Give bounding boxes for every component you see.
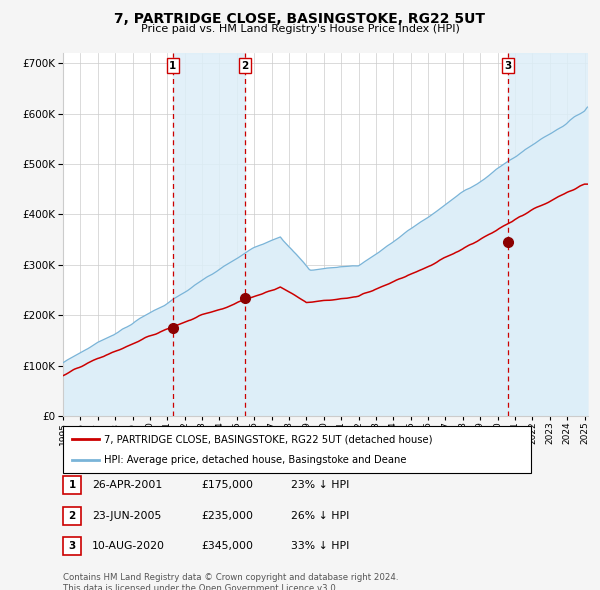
Text: 10-AUG-2020: 10-AUG-2020: [92, 542, 165, 551]
Text: £175,000: £175,000: [201, 480, 253, 490]
Text: 23-JUN-2005: 23-JUN-2005: [92, 511, 161, 520]
Text: Contains HM Land Registry data © Crown copyright and database right 2024.
This d: Contains HM Land Registry data © Crown c…: [63, 573, 398, 590]
Text: 33% ↓ HPI: 33% ↓ HPI: [291, 542, 349, 551]
Text: 3: 3: [505, 61, 512, 71]
Text: 7, PARTRIDGE CLOSE, BASINGSTOKE, RG22 5UT (detached house): 7, PARTRIDGE CLOSE, BASINGSTOKE, RG22 5U…: [104, 434, 432, 444]
Text: 23% ↓ HPI: 23% ↓ HPI: [291, 480, 349, 490]
Text: 1: 1: [68, 480, 76, 490]
Text: 2: 2: [68, 511, 76, 520]
Text: £235,000: £235,000: [201, 511, 253, 520]
Text: 7, PARTRIDGE CLOSE, BASINGSTOKE, RG22 5UT: 7, PARTRIDGE CLOSE, BASINGSTOKE, RG22 5U…: [115, 12, 485, 26]
Text: 3: 3: [68, 542, 76, 551]
Text: Price paid vs. HM Land Registry's House Price Index (HPI): Price paid vs. HM Land Registry's House …: [140, 24, 460, 34]
Text: 26% ↓ HPI: 26% ↓ HPI: [291, 511, 349, 520]
Bar: [173, 53, 245, 416]
Text: HPI: Average price, detached house, Basingstoke and Deane: HPI: Average price, detached house, Basi…: [104, 455, 406, 465]
Bar: [508, 53, 588, 416]
Text: 2: 2: [242, 61, 249, 71]
Text: 26-APR-2001: 26-APR-2001: [92, 480, 162, 490]
Text: £345,000: £345,000: [201, 542, 253, 551]
Text: 1: 1: [169, 61, 176, 71]
